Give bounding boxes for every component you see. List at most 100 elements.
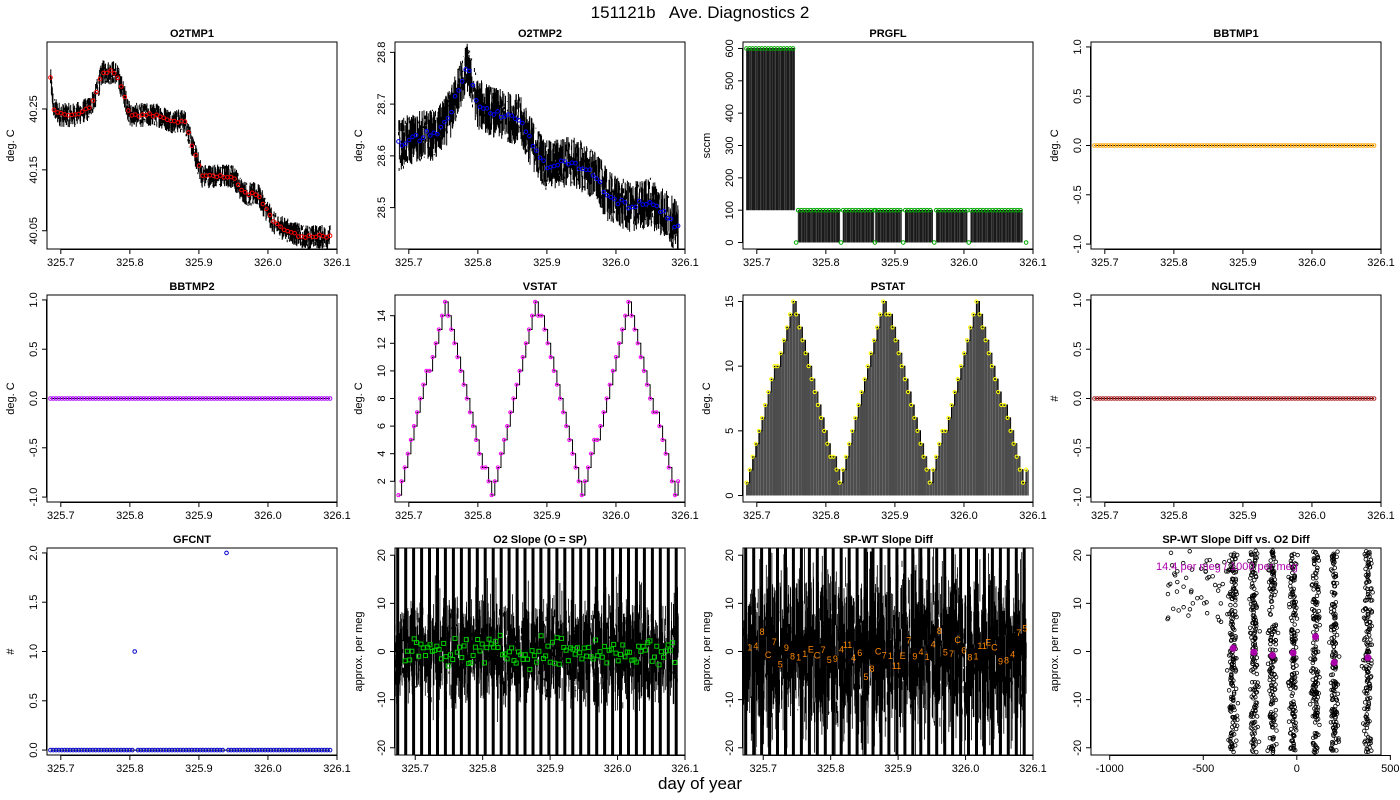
average-point: [242, 190, 248, 195]
scatter-point: [1228, 602, 1233, 608]
scatter-point: [1226, 688, 1232, 693]
average-point: [611, 641, 617, 647]
average-point: [56, 747, 62, 753]
average-point: [759, 415, 765, 421]
average-point: [406, 137, 412, 143]
scatter-point: [1252, 628, 1258, 634]
x-tick-label: 326.1: [323, 257, 351, 269]
average-point: [260, 201, 266, 207]
scatter-point: [1229, 666, 1234, 671]
average-point: [226, 396, 231, 401]
scatter-point: [1250, 744, 1256, 749]
average-point: [143, 112, 149, 118]
average-point: [871, 338, 876, 343]
scatter-point: [1231, 690, 1237, 695]
average-point: [1332, 396, 1337, 401]
chart-title: GFCNT: [173, 534, 211, 546]
average-point: [667, 647, 673, 653]
scatter-point: [1293, 747, 1298, 753]
scatter-point: [1233, 686, 1239, 691]
average-point: [1264, 396, 1270, 401]
y-axis-label: deg. C: [5, 129, 17, 161]
average-point: [407, 657, 413, 663]
scatter-point: [1254, 663, 1259, 668]
average-point: [251, 396, 257, 401]
average-point: [493, 638, 499, 644]
average-point: [1326, 396, 1332, 401]
average-point: [781, 338, 786, 343]
y-tick-label: 600: [724, 39, 736, 57]
y-tick-label: 200: [724, 169, 736, 187]
scatter-point: [1366, 614, 1371, 619]
average-point: [107, 747, 113, 753]
scatter-point: [1232, 707, 1237, 713]
scatter-point: [1229, 744, 1234, 750]
scatter-point: [1333, 665, 1339, 670]
average-point: [189, 396, 194, 401]
x-tick-label: 325.7: [47, 257, 75, 269]
average-point: [1092, 396, 1097, 401]
average-point: [1298, 396, 1303, 401]
average-point: [1191, 396, 1196, 401]
scatter-point: [1332, 721, 1338, 727]
scatter-point: [1233, 578, 1239, 583]
average-point: [806, 364, 811, 369]
average-point: [1219, 396, 1224, 401]
scatter-point: [1313, 680, 1319, 685]
scatter-point: [1314, 614, 1319, 620]
scatter-point: [1268, 612, 1273, 617]
average-point: [53, 396, 59, 401]
average-point: [497, 632, 503, 638]
average-point: [414, 410, 420, 415]
scatter-point: [1332, 629, 1337, 635]
average-point: [656, 662, 662, 668]
average-point: [1340, 396, 1346, 401]
scatter-point: [1369, 661, 1374, 666]
average-point: [104, 70, 110, 76]
average-point: [495, 109, 500, 114]
average-point: [1014, 454, 1019, 459]
average-point: [183, 396, 189, 401]
average-point: [1267, 396, 1272, 401]
average-point: [166, 396, 172, 401]
average-point: [1134, 143, 1140, 148]
scatter-point: [1229, 724, 1235, 730]
average-point: [147, 747, 152, 753]
average-point: [457, 644, 463, 650]
average-point: [200, 396, 206, 401]
y-tick-label: 0.0: [1072, 391, 1084, 406]
scatter-point: [1293, 684, 1298, 690]
y-tick-label: 2.0: [28, 545, 40, 560]
average-point: [1213, 396, 1219, 401]
y-tick-label: -1.0: [28, 488, 40, 507]
point-label: 7: [821, 645, 826, 655]
average-point: [200, 747, 206, 753]
scatter-point: [1364, 597, 1369, 603]
average-point: [76, 111, 82, 117]
average-point: [76, 747, 81, 753]
scatter-point: [1199, 595, 1204, 600]
average-point: [1275, 143, 1281, 148]
scatter-point: [1360, 608, 1366, 613]
y-tick-label: -1.0: [1072, 488, 1084, 507]
scatter-point: [1270, 725, 1276, 730]
point-label: 5: [1022, 624, 1027, 634]
average-point: [310, 747, 316, 753]
scatter-point: [1270, 722, 1275, 727]
scatter-point: [1171, 606, 1176, 612]
y-tick-label: 0.5: [28, 342, 40, 357]
y-axis-label: #: [5, 648, 17, 655]
average-point: [80, 109, 85, 114]
average-point: [183, 747, 189, 753]
average-point: [1315, 396, 1320, 401]
x-tick-label: 326.1: [1019, 510, 1047, 522]
average-point: [590, 656, 596, 662]
scatter-point: [1267, 568, 1272, 573]
scatter-point: [1273, 642, 1278, 647]
scatter-point: [1313, 644, 1318, 649]
scatter-point: [1233, 634, 1238, 639]
average-point: [1247, 396, 1253, 401]
average-point: [59, 396, 65, 401]
scatter-point: [1369, 623, 1374, 629]
